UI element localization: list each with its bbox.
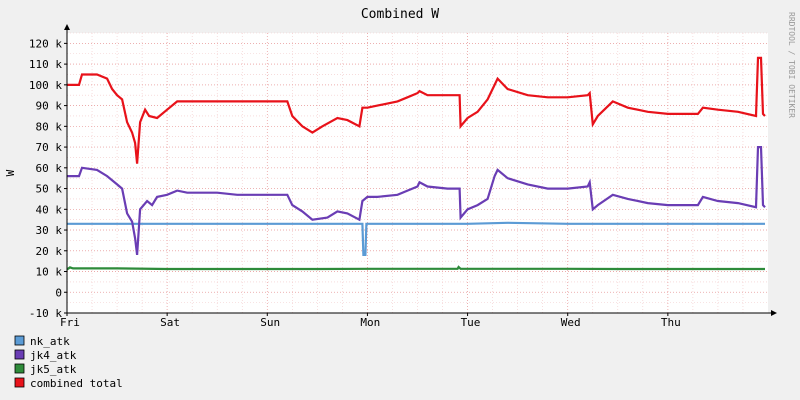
plot-area: [67, 33, 768, 313]
x-axis-arrow: [771, 310, 777, 316]
legend-swatch: [14, 363, 25, 374]
legend-swatch: [14, 349, 25, 360]
y-tick-label: 80 k: [36, 120, 63, 133]
x-tick-label: Thu: [661, 316, 681, 329]
y-tick-label: 10 k: [36, 266, 63, 279]
credit-label: RRDTOOL / TOBI OETIKER: [787, 12, 796, 118]
y-tick-labels: 120 k 110 k 100 k 90 k 80 k 70 k 60 k 50 k 40 k 3…: [29, 37, 67, 320]
x-tick-label: Sun: [260, 316, 280, 329]
y-tick-label: -10 k: [29, 307, 62, 320]
y-tick-label: 20 k: [36, 245, 63, 258]
y-tick-label: 70 k: [36, 141, 63, 154]
legend-label: jk5_atk: [30, 363, 77, 376]
x-tick-label: Sat: [160, 316, 180, 329]
legend-swatch: [14, 335, 25, 346]
y-tick-label: 110 k: [29, 58, 62, 71]
axes: [64, 24, 777, 316]
y-tick-label: 120 k: [29, 37, 62, 50]
y-tick-label: 40 k: [36, 203, 63, 216]
chart-title: Combined W: [361, 7, 439, 22]
x-tick-label: Mon: [360, 316, 380, 329]
series-group: [66, 56, 766, 271]
y-axis-arrow: [64, 24, 70, 30]
y-tick-label: 0: [55, 286, 62, 299]
x-tick-label: Wed: [561, 316, 581, 329]
y-tick-label: 90 k: [36, 100, 63, 113]
legend-label: combined total: [30, 377, 123, 390]
x-tick-label: Fri: [60, 316, 80, 329]
x-tick-labels: Fri Sat Sun Mon Tue Wed Thu: [60, 313, 681, 329]
series-line-jk5_atk: [66, 265, 765, 271]
legend-label: nk_atk: [30, 335, 70, 348]
y-tick-label: 100 k: [29, 79, 62, 92]
y-tick-label: 60 k: [36, 162, 63, 175]
legend-label: jk4_atk: [30, 349, 77, 362]
series-line-jk4_atk: [67, 146, 766, 256]
y-axis-label: W: [4, 169, 17, 176]
x-tick-label: Tue: [461, 316, 481, 329]
series-line-nk_atk: [67, 221, 765, 256]
series-line-combined-total: [67, 56, 766, 164]
y-tick-label: 50 k: [36, 183, 63, 196]
y-tick-label: 30 k: [36, 224, 63, 237]
legend-swatch: [14, 377, 25, 388]
